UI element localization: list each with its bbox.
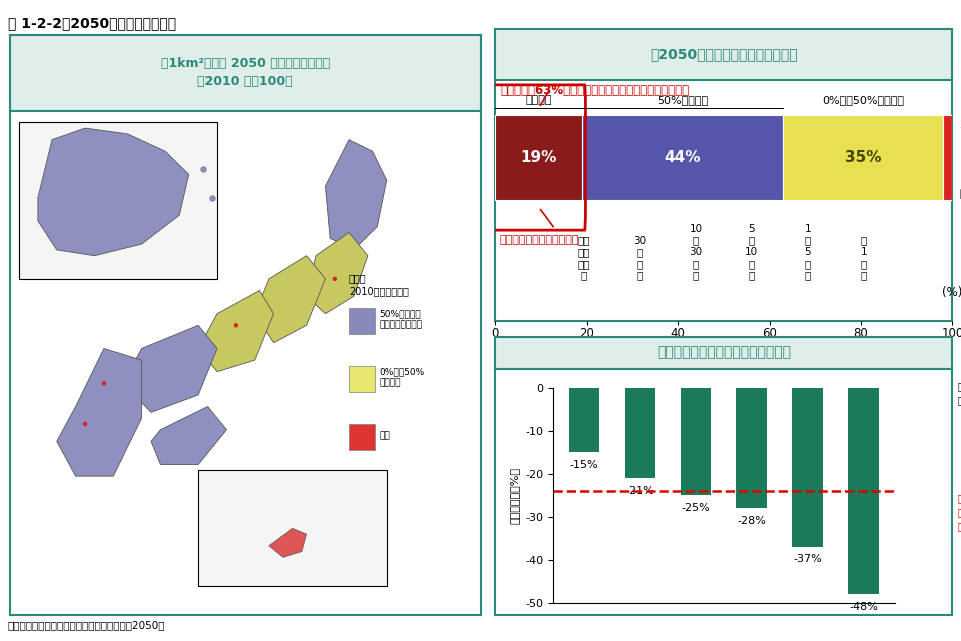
Polygon shape (325, 140, 386, 250)
Text: 44%: 44% (664, 150, 701, 165)
Text: -25%: -25% (680, 503, 709, 513)
Text: 5
〜
10
万
人: 5 〜 10 万 人 (745, 224, 757, 281)
Text: 〜
1
万
人: 〜 1 万 人 (859, 236, 866, 281)
Text: 19%: 19% (520, 150, 556, 165)
Bar (792, 388, 823, 547)
Text: -28%: -28% (737, 516, 766, 526)
Text: 居住地域の２割が無居住化: 居住地域の２割が無居住化 (500, 235, 579, 245)
Text: 政令
指定
都市
等: 政令 指定 都市 等 (578, 236, 590, 281)
Polygon shape (123, 326, 217, 412)
Bar (624, 388, 654, 478)
Text: 増加: 増加 (380, 431, 390, 440)
Point (327, 274, 342, 284)
Text: 0%以上50%
未満減少: 0%以上50% 未満減少 (380, 367, 425, 388)
Polygon shape (37, 128, 188, 256)
Point (96, 378, 111, 388)
Text: (%): (%) (941, 286, 961, 299)
Point (228, 320, 243, 331)
Polygon shape (307, 233, 367, 313)
Text: -15%: -15% (569, 460, 598, 470)
Text: 10
〜
30
万
人: 10 〜 30 万 人 (689, 224, 702, 281)
Text: 0%以上50%未満減少: 0%以上50%未満減少 (822, 96, 903, 106)
Bar (568, 388, 599, 453)
Point (205, 192, 220, 203)
Text: 資料：国土交通省「国土のグランドデザイン2050」: 資料：国土交通省「国土のグランドデザイン2050」 (8, 620, 165, 630)
Polygon shape (151, 406, 226, 465)
Bar (942, 115, 951, 201)
Text: 【2050年人口増減割合別地点数】: 【2050年人口増減割合別地点数】 (650, 47, 797, 62)
Text: 凡例：
2010年比での割合: 凡例： 2010年比での割合 (349, 273, 408, 296)
Bar (10, 35, 480, 111)
Text: 【1km²ごとの 2050 年人口増減状況】
（2010 年＝100）: 【1km²ごとの 2050 年人口増減状況】 （2010 年＝100） (160, 58, 330, 88)
Text: 2%: 2% (958, 121, 961, 130)
Bar (349, 308, 375, 334)
Bar (349, 366, 375, 392)
Text: ６割以上（63%）の地点で現在の半分以下に人口が減少: ６割以上（63%）の地点で現在の半分以下に人口が減少 (500, 84, 688, 97)
Bar (679, 388, 710, 495)
Y-axis label: 人口減少率（%）: 人口減少率（%） (509, 467, 519, 524)
Polygon shape (198, 290, 273, 372)
Bar (736, 388, 767, 508)
Text: 1
〜
5
万
人: 1 〜 5 万 人 (803, 224, 810, 281)
Bar (198, 470, 386, 587)
Text: 図 1-2-2　2050年の人口増減状況: 図 1-2-2 2050年の人口増減状況 (8, 16, 176, 30)
Bar (782, 115, 942, 201)
Bar (495, 115, 581, 201)
Text: 【市区町村人口規模別人口減少率】: 【市区町村人口規模別人口減少率】 (656, 345, 790, 360)
Bar (581, 115, 782, 201)
Polygon shape (57, 349, 141, 476)
Text: 50%以上減少: 50%以上減少 (656, 96, 707, 106)
Text: -37%: -37% (793, 554, 822, 565)
Text: 無居住化: 無居住化 (525, 96, 552, 106)
Bar (848, 388, 878, 594)
Text: -21%: -21% (625, 486, 653, 495)
Text: 増加: 増加 (958, 189, 961, 199)
Text: 全国平均
の減少率
約24%: 全国平均 の減少率 約24% (956, 493, 961, 531)
Polygon shape (269, 528, 307, 557)
Text: 35%: 35% (844, 150, 880, 165)
Bar (495, 29, 951, 80)
Polygon shape (255, 256, 325, 343)
Point (195, 163, 210, 174)
Text: -48%: -48% (849, 602, 877, 612)
Point (77, 419, 92, 429)
Text: 30
万
人
〜: 30 万 人 〜 (632, 236, 646, 281)
Text: 市区町村の
人口規模: 市区町村の 人口規模 (956, 381, 961, 405)
Bar (19, 122, 217, 279)
Text: 50%以上減少
（無居住化含む）: 50%以上減少 （無居住化含む） (380, 310, 422, 329)
Bar (349, 424, 375, 450)
